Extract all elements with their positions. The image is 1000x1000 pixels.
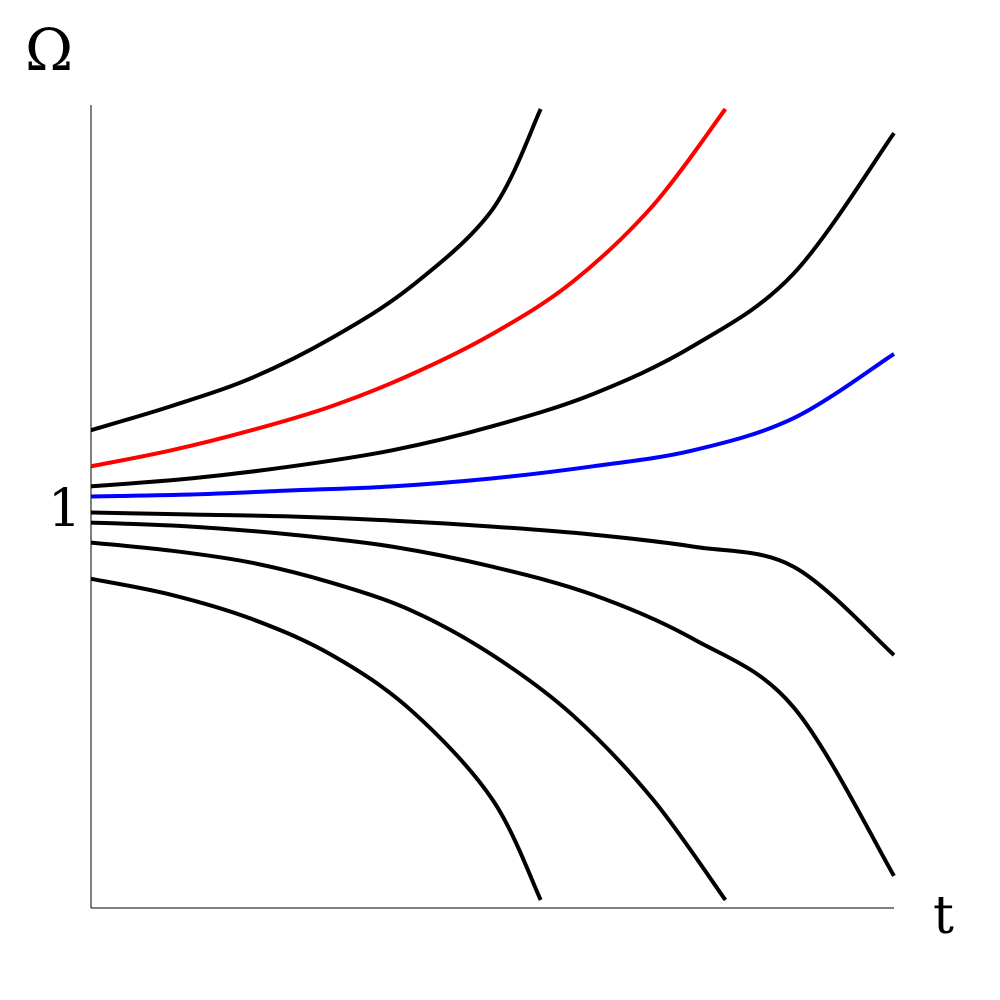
y-tick-label-1: 1 [48, 479, 81, 539]
y-axis-label: Ω [25, 16, 73, 84]
series-line-7 [90, 540, 728, 902]
series-line-2 [90, 107, 727, 469]
series-line-6 [90, 520, 896, 877]
x-axis-label: t [933, 886, 954, 946]
series-line-8 [90, 576, 543, 901]
series-line-3 [90, 131, 896, 489]
series-line-4 [90, 352, 896, 499]
series-line-1 [90, 108, 543, 433]
series-line-5 [90, 510, 896, 657]
series-group [90, 107, 896, 902]
